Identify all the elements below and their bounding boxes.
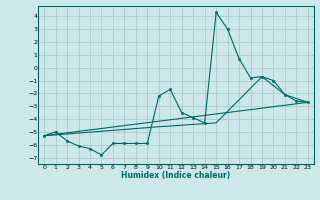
X-axis label: Humidex (Indice chaleur): Humidex (Indice chaleur) <box>121 171 231 180</box>
